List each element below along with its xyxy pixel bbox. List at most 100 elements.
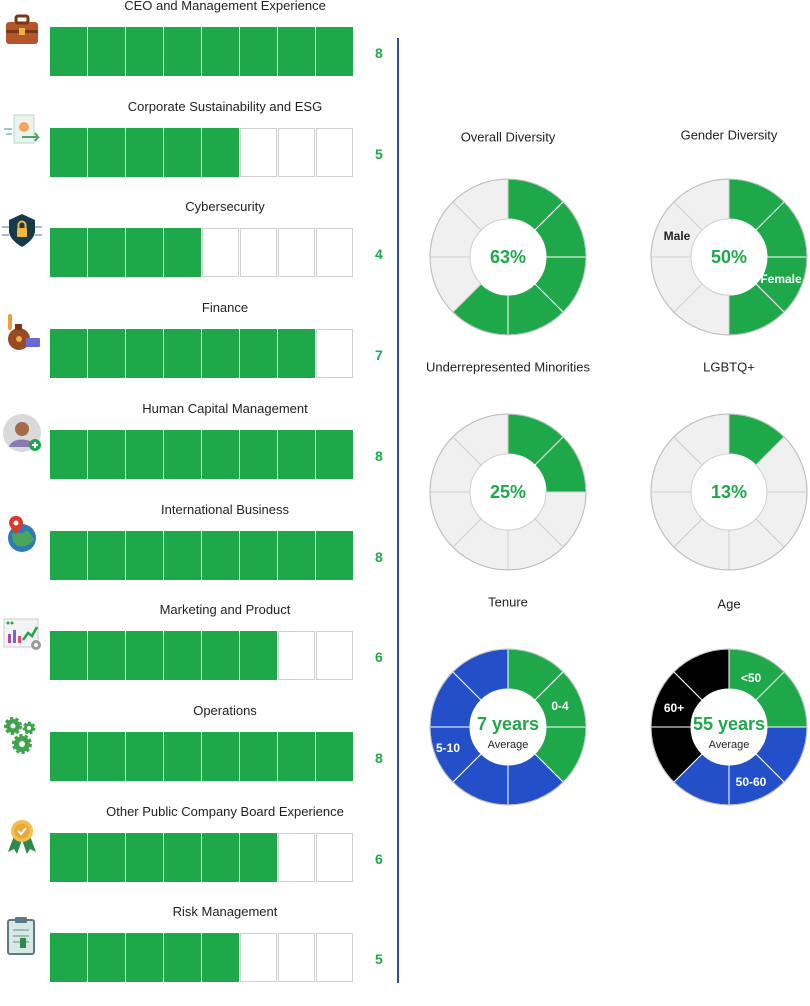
skill-bar [50,429,354,479]
donut-center-value: 25% [490,482,526,502]
skill-row: CEO and Management Experience 8 [0,0,400,100]
bar-cell-filled [164,329,201,379]
skill-row: Other Public Company Board Experience 6 [0,803,400,906]
bar-cell-filled [164,228,201,278]
bar-cell-empty [316,329,353,379]
bar-cell-filled [202,329,239,379]
skill-bar [50,832,354,882]
slice-label: 5-10 [436,741,460,755]
bar-cell-filled [240,832,277,882]
bar-cell-filled [278,27,315,76]
bar-cell-filled [126,933,163,983]
bar-cell-filled [50,329,87,379]
gears-icon [2,715,44,759]
bar-cell-filled [50,731,87,781]
donut-title: Underrepresented Minorities [426,359,591,374]
bar-cell-filled [88,228,125,278]
bar-cell-filled [164,127,201,177]
bar-cell-empty [316,933,353,983]
skill-count: 8 [375,548,383,565]
bar-cell-filled [202,631,239,681]
skill-title: CEO and Management Experience [124,0,326,13]
bar-cell-filled [164,933,201,983]
bar-cell-filled [126,228,163,278]
skill-bar [50,228,354,278]
donut-chart: <50 50-60 60+ 55 years Average [650,648,808,806]
bar-cell-empty [240,127,277,177]
shield-lock-icon [2,211,44,255]
money-bag-icon [2,312,44,356]
donut-center-value: 13% [711,482,747,502]
slice-label: Female [760,272,802,286]
bar-cell-filled [202,127,239,177]
bar-cell-filled [202,933,239,983]
donut-title: Age [717,596,740,611]
bar-cell-filled [88,933,125,983]
skill-bar [50,933,354,983]
bar-cell-filled [50,27,87,76]
bar-cell-filled [202,731,239,781]
bar-cell-filled [164,429,201,479]
bar-cell-filled [126,329,163,379]
bar-cell-filled [202,832,239,882]
donut-charts-svg: 63% Overall Diversity Female Male 50% Gender … [426,127,808,806]
skill-title: Cybersecurity [185,199,265,215]
skill-count: 6 [375,850,383,867]
donut-title: Overall Diversity [461,129,556,144]
bar-cell-filled [50,933,87,983]
bar-cell-filled [164,832,201,882]
bar-cell-filled [50,429,87,479]
bar-cell-filled [316,731,353,781]
bar-cell-filled [126,631,163,681]
donut-outline [650,648,808,806]
skill-title: Other Public Company Board Experience [106,803,344,819]
slice-label: 50-60 [736,775,767,789]
award-ribbon-icon [2,816,44,860]
bar-cell-filled [202,530,239,580]
skill-title: Finance [201,300,249,316]
bar-cell-filled [126,731,163,781]
skill-count: 8 [375,45,383,61]
skill-count: 6 [375,649,383,666]
bar-cell-empty [278,933,315,983]
skill-count: 5 [375,145,383,162]
bar-cell-filled [88,530,125,580]
skill-title: Operations [193,702,257,718]
donut-outline [429,648,587,806]
globe-pin-icon [2,514,44,558]
bar-cell-filled [240,329,277,379]
skill-bar [50,530,354,580]
skill-title: Corporate Sustainability and ESG [127,98,323,114]
bar-cell-filled [50,631,87,681]
bar-cell-filled [50,530,87,580]
donut-center-value: 7 years [477,714,539,734]
skill-count: 4 [375,246,383,263]
slice-label: 0-4 [551,699,569,713]
bar-cell-filled [316,429,353,479]
skill-bar [50,731,354,781]
bar-cell-filled [50,228,87,278]
donut-chart: 0-4 5-10 7 years Average [429,648,587,806]
donut-center-sublabel: Average [709,739,750,751]
donut-center-value: 63% [490,247,526,267]
bar-cell-filled [316,27,353,76]
skill-title: Human Capital Management [142,400,308,416]
bar-cell-filled [240,631,277,681]
skill-title: Marketing and Product [159,602,291,618]
slice-label: Male [664,229,691,243]
skill-row: Cybersecurity 4 [0,199,400,301]
bar-cell-filled [202,27,239,76]
skill-bar [50,27,354,76]
bar-cell-filled [88,731,125,781]
briefcase-icon [2,10,44,54]
bar-cell-filled [88,27,125,76]
donut-title: Gender Diversity [681,127,778,142]
skill-row: Risk Management 5 [0,904,400,1006]
bar-cell-filled [126,832,163,882]
clipboard-icon [2,916,44,960]
donut-chart: 63% [429,178,587,336]
skill-bar [50,329,354,379]
bar-cell-filled [164,631,201,681]
bar-cell-filled [164,27,201,76]
bar-cell-empty [278,127,315,177]
